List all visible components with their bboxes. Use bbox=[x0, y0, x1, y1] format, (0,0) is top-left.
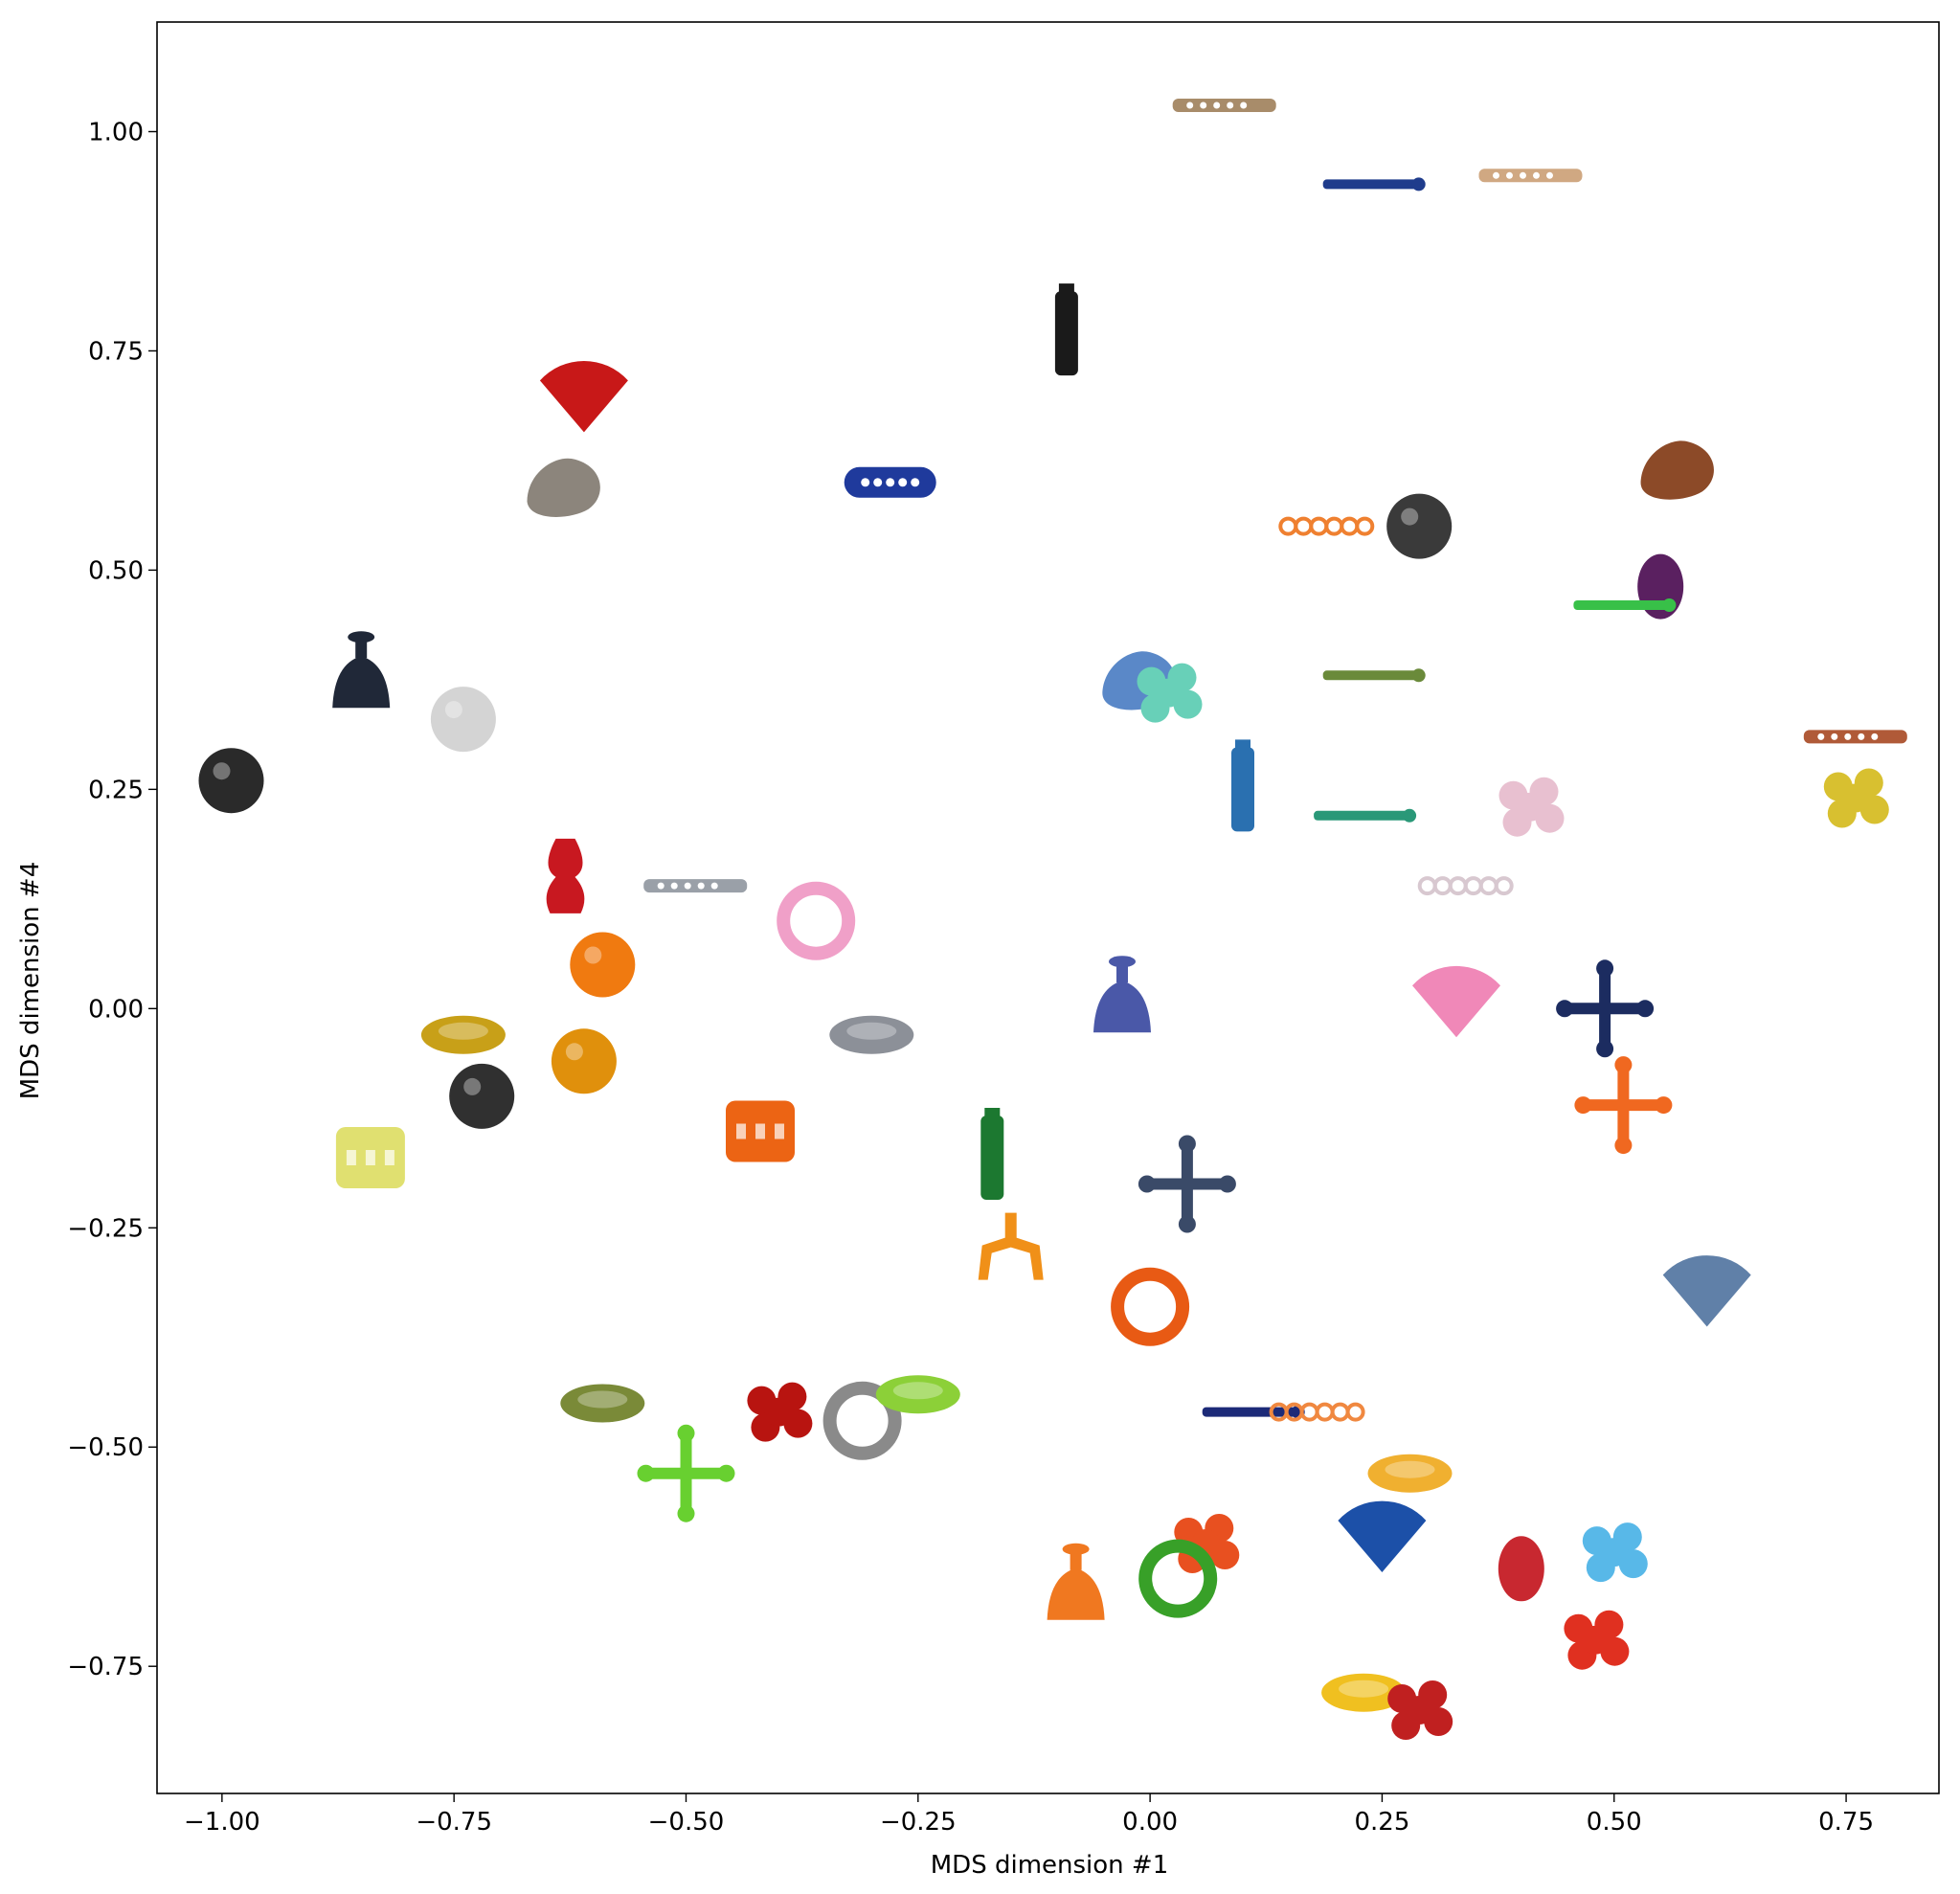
x-tick-label: −0.75 bbox=[416, 1808, 492, 1837]
data-point-ring bbox=[1138, 1539, 1218, 1618]
data-point-tower bbox=[1231, 739, 1254, 832]
x-axis: −1.00 −0.75 −0.50 −0.25 0.00 0.25 0.50 0.75 bbox=[184, 1793, 1874, 1837]
data-point-cluster bbox=[1823, 768, 1889, 828]
data-point-ring bbox=[822, 1381, 902, 1460]
data-point-cross bbox=[1574, 1056, 1673, 1155]
data-point-ball bbox=[449, 1063, 515, 1129]
data-point-capsule bbox=[844, 466, 936, 498]
data-points bbox=[198, 99, 1907, 1740]
data-point-cluster bbox=[1387, 1680, 1453, 1740]
data-point-tower bbox=[980, 1108, 1004, 1200]
data-point-ball bbox=[551, 1028, 617, 1094]
data-point-cluster bbox=[747, 1382, 813, 1442]
data-point-rod bbox=[1573, 598, 1677, 612]
data-point-cluster bbox=[1582, 1522, 1648, 1583]
data-point-ball bbox=[198, 748, 264, 814]
data-point-chain bbox=[1269, 1402, 1365, 1422]
y-axis: −0.75 −0.50 −0.25 0.00 0.25 0.50 0.75 1.00 bbox=[67, 118, 157, 1681]
data-point-cross bbox=[1138, 1135, 1236, 1233]
data-point-bell bbox=[332, 631, 391, 709]
x-tick-label: 0.00 bbox=[1122, 1808, 1178, 1837]
data-point-ring bbox=[777, 881, 856, 960]
data-point-ball bbox=[570, 932, 636, 998]
data-point-ball bbox=[1386, 493, 1453, 559]
data-point-ball bbox=[430, 687, 496, 753]
data-point-barrel bbox=[335, 1127, 405, 1188]
data-point-cross bbox=[637, 1424, 735, 1522]
data-point-ring bbox=[1111, 1267, 1190, 1346]
data-point-tower bbox=[1054, 283, 1078, 376]
data-point-plank bbox=[1172, 99, 1276, 112]
x-tick-label: 0.25 bbox=[1354, 1808, 1409, 1837]
data-point-disc bbox=[1367, 1454, 1453, 1493]
y-tick-label: −0.50 bbox=[67, 1433, 144, 1462]
x-tick-label: −0.50 bbox=[648, 1808, 725, 1837]
data-point-disc bbox=[560, 1384, 645, 1423]
data-point-blob bbox=[1640, 440, 1714, 500]
data-point-fan bbox=[1412, 965, 1500, 1038]
x-tick-label: 0.75 bbox=[1818, 1808, 1874, 1837]
x-tick-label: −0.25 bbox=[880, 1808, 957, 1837]
data-point-claw bbox=[978, 1212, 1044, 1280]
data-point-plank bbox=[643, 879, 748, 893]
data-point-fan bbox=[1338, 1500, 1427, 1572]
data-point-chain bbox=[1417, 876, 1514, 896]
data-point-disc bbox=[1321, 1673, 1407, 1712]
y-tick-label: 0.00 bbox=[88, 995, 144, 1024]
data-point-bell bbox=[1047, 1543, 1105, 1620]
x-tick-label: −1.00 bbox=[184, 1808, 260, 1837]
data-point-disc bbox=[829, 1015, 914, 1054]
plot-frame bbox=[156, 21, 1940, 1794]
data-point-cluster bbox=[1498, 777, 1565, 837]
data-point-plank bbox=[1803, 730, 1907, 744]
x-axis-label: MDS dimension #1 bbox=[931, 1851, 1169, 1880]
data-point-rod bbox=[1322, 668, 1426, 683]
data-point-cluster bbox=[1564, 1610, 1630, 1670]
y-tick-label: 1.00 bbox=[88, 118, 144, 147]
data-point-fan bbox=[539, 360, 628, 433]
data-point-plank bbox=[1478, 169, 1583, 183]
y-tick-label: −0.75 bbox=[67, 1653, 144, 1681]
x-tick-label: 0.50 bbox=[1587, 1808, 1642, 1837]
data-point-cross bbox=[1556, 959, 1655, 1058]
data-point-bell bbox=[1093, 956, 1151, 1033]
data-point-fan bbox=[1662, 1255, 1751, 1327]
data-point-disc bbox=[420, 1015, 506, 1054]
y-tick-label: 0.25 bbox=[88, 776, 144, 804]
data-point-rod bbox=[1322, 177, 1426, 192]
data-point-vase bbox=[546, 838, 585, 913]
y-axis-label: MDS dimension #4 bbox=[16, 862, 45, 1100]
y-tick-label: −0.25 bbox=[67, 1214, 144, 1243]
data-point-blob bbox=[527, 458, 600, 517]
data-point-disc bbox=[875, 1375, 960, 1414]
data-point-barrel bbox=[726, 1100, 795, 1162]
data-point-cluster bbox=[1137, 663, 1203, 723]
y-tick-label: 0.50 bbox=[88, 556, 144, 585]
data-point-chain bbox=[1278, 516, 1375, 536]
y-tick-label: 0.75 bbox=[88, 337, 144, 366]
data-point-rod bbox=[1314, 808, 1417, 823]
data-point-egg bbox=[1498, 1536, 1544, 1602]
